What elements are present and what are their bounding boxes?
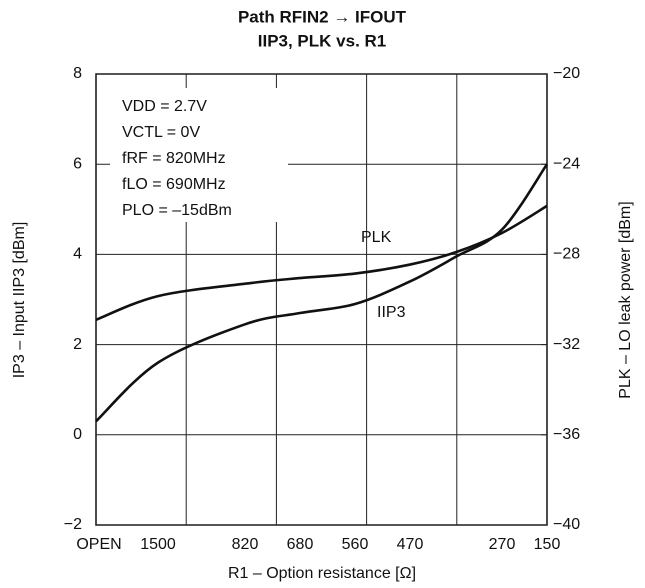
x-tick-label: 680 <box>287 536 314 553</box>
x-tick-label: 470 <box>397 536 424 553</box>
y-tick-label: 0 <box>73 426 82 443</box>
annotation: fLO = 690MHz <box>122 176 226 193</box>
annotation: fRF = 820MHz <box>122 150 226 167</box>
annotation: PLO = –15dBm <box>122 202 232 219</box>
y-tick-label: 6 <box>73 155 82 172</box>
y-tick-label: 4 <box>73 246 82 263</box>
y-axis-label: IP3 – Input IIP3 [dBm] <box>11 222 28 379</box>
x-tick-label: 560 <box>342 536 369 553</box>
y-tick-label: 2 <box>73 336 82 353</box>
y-tick-label: −2 <box>64 516 82 533</box>
y2-axis-label: PLK – LO leak power [dBm] <box>617 201 634 398</box>
x-tick-label: 270 <box>489 536 516 553</box>
y2-tick-label: −36 <box>553 426 580 443</box>
y-tick-label: 8 <box>73 65 82 82</box>
chart-subtitle: IIP3, PLK vs. R1 <box>258 31 387 50</box>
x-tick-label: 820 <box>232 536 259 553</box>
y2-tick-label: −32 <box>553 336 580 353</box>
series-label: IIP3 <box>377 304 406 321</box>
x-axis-label: R1 – Option resistance [Ω] <box>228 565 416 582</box>
y2-tick-label: −28 <box>553 246 580 263</box>
chart-title: Path RFIN2 → IFOUT <box>238 7 407 26</box>
y2-tick-label: −24 <box>553 155 580 172</box>
annotation: VDD = 2.7V <box>122 98 207 115</box>
annotation-box <box>110 88 288 222</box>
y2-tick-label: −40 <box>553 516 580 533</box>
series-line <box>95 204 548 322</box>
y2-tick-label: −20 <box>553 65 580 82</box>
x-tick-label: OPEN <box>76 536 121 553</box>
annotation: VCTL = 0V <box>122 124 200 141</box>
x-tick-label: 1500 <box>140 536 176 553</box>
x-tick-label: 150 <box>534 536 561 553</box>
series-label: PLK <box>361 229 392 246</box>
